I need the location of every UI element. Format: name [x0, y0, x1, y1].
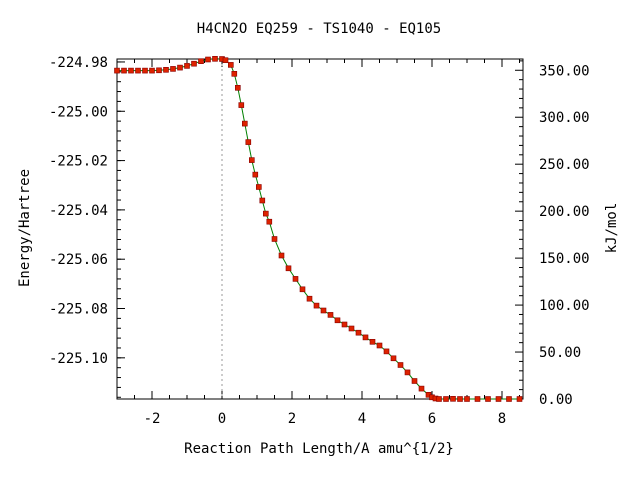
data-point: [114, 67, 120, 74]
data-point: [285, 265, 292, 272]
data-point: [184, 63, 190, 69]
y-left-tick-label: -225.06: [49, 252, 108, 268]
data-point: [222, 57, 229, 64]
data-point: [163, 67, 169, 73]
x-tick-label: 0: [218, 411, 226, 427]
plot-frame: [116, 58, 524, 400]
data-point: [259, 197, 266, 204]
x-tick-label: 6: [428, 411, 436, 427]
data-point: [212, 55, 218, 62]
data-point: [198, 58, 204, 65]
x-tick-label: 2: [288, 411, 296, 427]
data-point: [404, 369, 411, 376]
data-point: [249, 157, 255, 163]
y-axis-right-label: kJ/mol: [604, 203, 620, 254]
y-left-tick-label: -225.02: [49, 154, 108, 170]
y-right-tick-label: 50.00: [539, 345, 581, 361]
data-point: [142, 67, 148, 74]
data-point: [252, 171, 259, 178]
series-line: [117, 58, 520, 400]
data-point: [262, 210, 269, 217]
x-tick-label: 4: [358, 411, 366, 427]
data-point: [278, 252, 285, 259]
y-right-tick-label: 300.00: [539, 110, 590, 126]
data-point: [245, 139, 252, 145]
y-right-tick-label: 0.00: [539, 392, 573, 408]
y-left-tick-label: -225.10: [49, 351, 108, 367]
y-right-tick-label: 150.00: [539, 251, 590, 267]
data-point: [228, 62, 234, 68]
x-axis-label: Reaction Path Length/A amu^{1/2}: [184, 441, 454, 457]
data-point: [464, 396, 470, 402]
data-point: [231, 71, 238, 77]
data-point: [238, 102, 245, 108]
data-point: [506, 396, 512, 402]
data-point: [348, 325, 355, 332]
y-right-tick-label: 200.00: [539, 204, 590, 220]
data-point: [341, 321, 348, 328]
y-right-tick-label: 350.00: [539, 63, 590, 79]
data-point: [436, 396, 442, 402]
y-left-tick-label: -225.04: [49, 203, 108, 219]
data-point: [177, 64, 183, 71]
data-point: [149, 67, 155, 74]
data-point: [255, 184, 262, 190]
data-point: [457, 396, 463, 402]
data-point: [397, 362, 404, 368]
data-point: [450, 395, 456, 402]
data-point: [205, 56, 211, 63]
data-point: [313, 302, 320, 309]
data-point: [516, 396, 523, 402]
y-left-tick-label: -225.08: [49, 302, 108, 318]
data-point: [306, 295, 313, 302]
data-point: [191, 60, 197, 67]
data-point: [369, 338, 376, 345]
y-left-tick-label: -225.00: [49, 104, 108, 120]
data-point: [495, 396, 502, 402]
data-point: [320, 307, 327, 314]
y-left-tick-label: -224.98: [49, 55, 108, 71]
y-axis-left-label: Energy/Hartree: [17, 169, 33, 287]
data-point: [135, 67, 141, 74]
chart-title: H4CN2O EQ259 - TS1040 - EQ105: [197, 21, 441, 37]
y-right-tick-label: 100.00: [539, 298, 590, 314]
data-point: [362, 334, 369, 341]
y-right-tick-label: 250.00: [539, 157, 590, 173]
data-point: [355, 329, 362, 336]
data-point: [376, 342, 383, 349]
data-point: [128, 67, 134, 74]
data-point: [156, 67, 162, 74]
data-point: [299, 286, 306, 293]
data-point: [327, 312, 334, 318]
data-point: [242, 120, 248, 127]
data-point: [292, 276, 299, 282]
data-point: [390, 355, 397, 362]
data-point: [121, 67, 127, 74]
data-point: [170, 66, 176, 72]
data-point: [418, 385, 425, 392]
data-point: [485, 396, 491, 402]
data-point: [383, 348, 390, 355]
data-point: [474, 396, 481, 402]
data-point: [266, 218, 273, 225]
x-tick-label: -2: [144, 411, 161, 427]
data-point: [235, 85, 241, 91]
data-point: [334, 317, 341, 324]
data-point: [271, 236, 278, 242]
x-tick-label: 8: [498, 411, 506, 427]
data-point: [443, 396, 449, 402]
data-point: [411, 378, 418, 384]
